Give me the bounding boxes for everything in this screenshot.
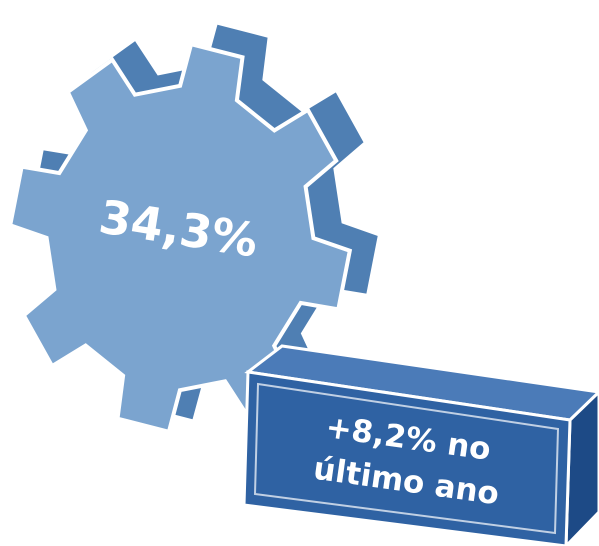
infographic: 34,3% +8,2% no último ano [0,0,599,546]
change-box: +8,2% no último ano [244,346,599,546]
